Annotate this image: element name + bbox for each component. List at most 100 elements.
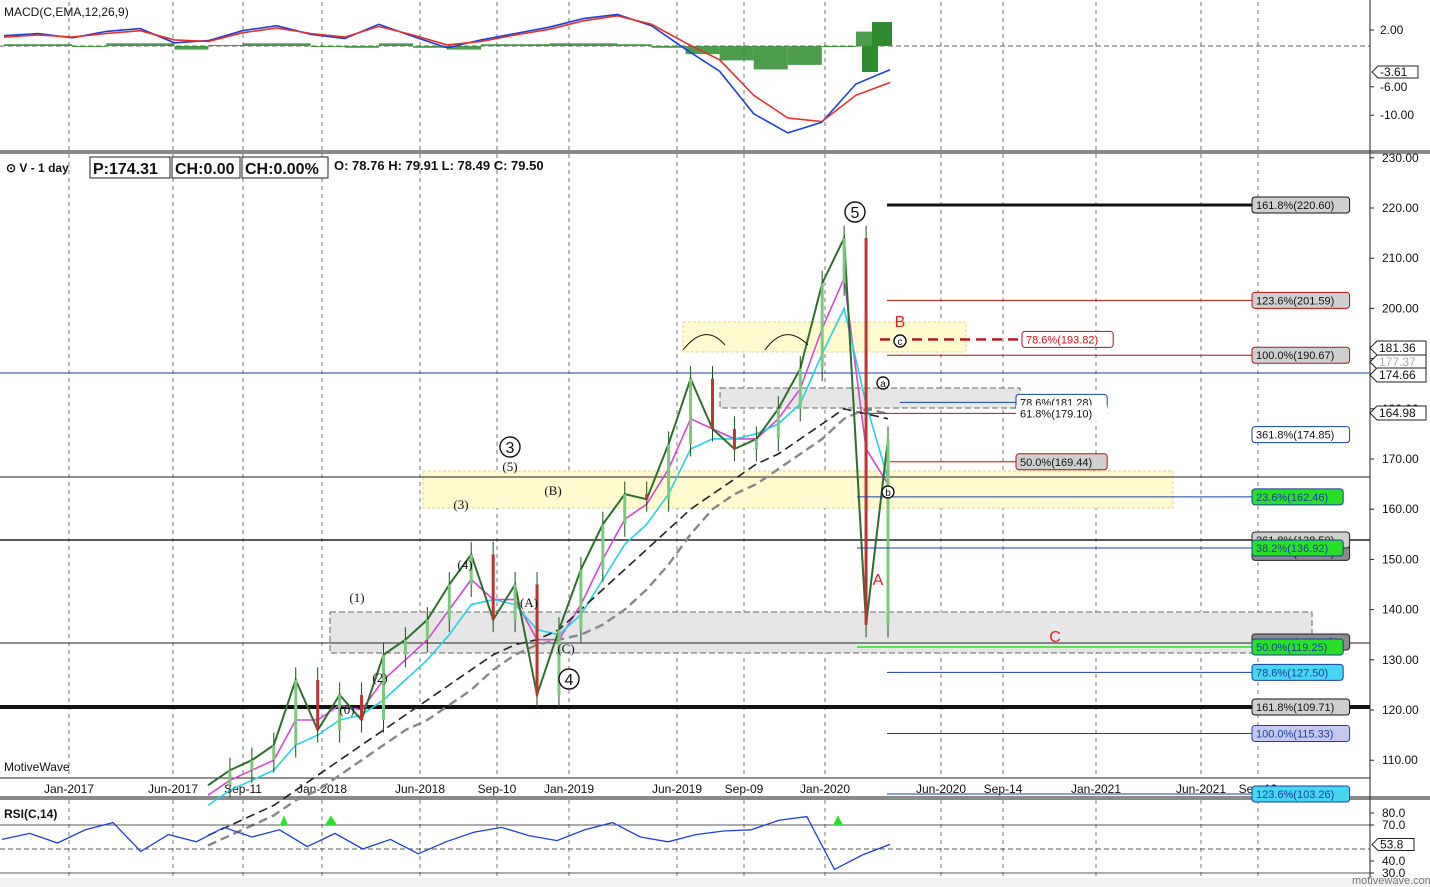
fib-label-text: 50.0%(119.25) [1256,642,1327,654]
macd-y-tick-label: -6.00 [1380,80,1408,94]
y-tick-label: 140.00 [1382,603,1419,617]
wave-label-text: C [1049,629,1061,646]
fib-label: 123.6%(103.26) [1251,785,1351,803]
price-candle-body [294,679,298,746]
fib-label: 123.6%(201.59) [1251,291,1351,309]
wave-label-text: (0) [339,702,354,717]
x-axis: Jan-2017 Jun-2017 Sep-11 Jan-2018 Jun-2018 Se… [44,782,1278,796]
fib-label-text: 50.0%(169.44) [1020,457,1092,469]
fib-label-box [1251,196,1351,214]
macd-histogram-bar [106,43,141,46]
price-candle-body [316,679,320,731]
macd-histogram-bar [344,46,379,48]
source-label: motivewave.com [1352,875,1430,887]
macd-histogram-bar [862,46,878,72]
x-tick-label: Jan-2019 [544,782,594,796]
fib-label: 78.6%(127.50) [1251,663,1344,681]
wave-label: (5) [502,459,517,474]
fib-label: 50.0%(169.44) [1015,453,1108,471]
y-tick-label: 170.00 [1382,452,1419,466]
wave-label: (B) [544,483,561,498]
y-tick-label: 160.00 [1382,502,1419,516]
macd-histogram-bar [515,44,550,46]
wave-label: (C) [557,641,574,656]
macd-panel: MACD(C,EMA,12,26,9) 2.00 -6.00 -10.00 -3.61 [0,5,1419,134]
resistance-zone [682,321,967,353]
wave-label-circle [881,485,895,499]
value-tag-text: 53.8 [1380,837,1404,851]
fib-label-text: 100.0%(115.33) [1256,728,1333,740]
rsi-y-tick-label: 30.0 [1382,866,1406,880]
rsi-overbought-fill [833,815,843,825]
fib-label: 61.8%(179.10) [1016,405,1108,422]
price-candle-body [864,238,868,625]
y-tick-label: 230.00 [1382,151,1419,165]
fib-label-box [1251,291,1351,309]
fib-label-box [1251,426,1351,444]
wave-label-text: (3) [453,497,468,512]
fib-label: 100.0%(115.33) [1251,724,1351,742]
fib-label-box [1251,724,1351,742]
fib-label-text: 61.8%(179.10) [1020,408,1092,420]
price-candle-body [601,524,605,570]
price-candle-body [469,554,473,585]
wave-label-text: (5) [502,459,517,474]
fib-label: 161.8%(109.71) [1251,698,1351,716]
fib-label-text: 123.6%(201.59) [1256,295,1334,307]
moving-averages [207,275,889,847]
header-box-text: P:174.31 [93,161,158,178]
fib-label-text: 161.8%(109.71) [1256,702,1334,714]
rsi-y-tick-label: 80.0 [1382,806,1406,820]
price-candle-body [557,629,561,695]
price-candle-body [886,438,890,625]
fib-label-box [1015,453,1108,471]
price-candle-body [272,745,276,761]
wave-label-text: (2) [372,670,387,685]
y-tick-label: 120.00 [1382,703,1419,717]
wave-label: a [876,376,890,390]
watermark-text: MotiveWave [4,760,70,774]
cycle-arcs [682,334,809,351]
price-candle-body [360,694,364,721]
price-candle-body [820,283,824,369]
x-tick-label: Jun-2017 [148,782,198,796]
value-tag-text: 181.36 [1379,341,1416,355]
price-candle-body [425,619,429,640]
wave-label: A [873,572,884,589]
price-candle-body [228,770,232,786]
y-tick-label: 150.00 [1382,552,1419,566]
rsi-title: RSI(C,14) [4,807,57,821]
x-tick-label: Jan-2017 [44,782,94,796]
fib-label: 78.6%(193.82) [1021,330,1114,348]
header-box [171,156,241,179]
value-tag-text: -3.61 [1380,65,1408,79]
ma-sma_long-line [207,306,889,807]
symbol-label: ⊙ V - 1 day [6,161,69,175]
macd-histogram-bar [276,43,311,46]
wave-label: C [1049,629,1061,646]
wave-label: (2) [372,670,387,685]
macd-histogram-bar [787,46,822,65]
fib-label-text: 100.0%(190.67) [1256,350,1334,362]
fib-label-text: 23.6%(162.46) [1256,492,1328,504]
macd-histogram-bar [583,43,618,46]
price-candle-body [513,584,517,620]
wave-label-text: 5 [851,205,860,222]
y-tick-label: 200.00 [1382,301,1419,315]
x-tick-label: Jan-2018 [297,782,347,796]
fib-label-text: 78.6%(127.50) [1256,667,1328,679]
macd-value-tag: -3.61 [1371,65,1419,79]
price-candle-body [403,639,407,655]
price-candle-body [645,494,649,500]
macd-histogram-bar [821,46,856,47]
macd-y-tick-label: 2.00 [1380,23,1404,37]
x-tick-label: Jun-2021 [1176,782,1226,796]
fib-label: 361.8%(174.85) [1251,426,1351,444]
ma-ma_200-line [207,407,889,837]
price-candle-body [579,569,583,630]
fib-label-text: 361.8%(174.85) [1256,430,1334,442]
x-tick-label: Jan-2021 [1071,782,1121,796]
wave-label: (0) [339,702,354,717]
